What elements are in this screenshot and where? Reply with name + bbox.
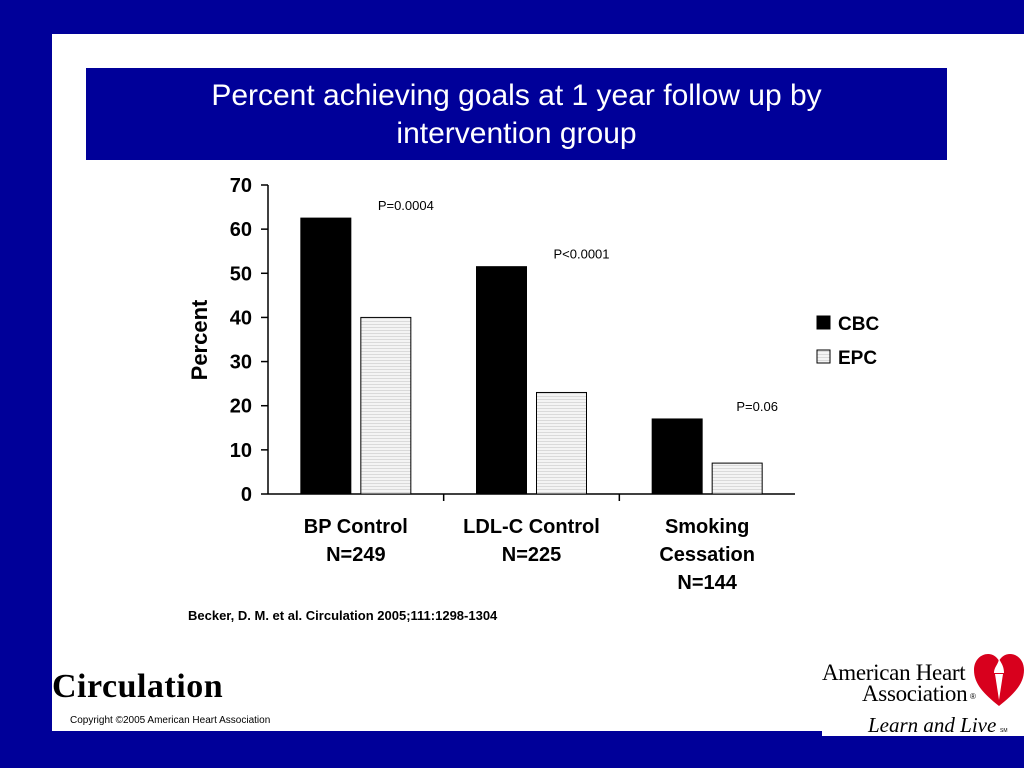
bar-epc — [711, 462, 763, 495]
p-value-annotation: P<0.0001 — [553, 247, 609, 262]
slide-title: Percent achieving goals at 1 year follow… — [86, 68, 947, 160]
heart-torch-icon — [974, 654, 1024, 706]
x-tick-label: N=144 — [677, 572, 737, 594]
aha-service-mark: SM — [1000, 728, 1008, 734]
bar-epc — [536, 391, 587, 495]
p-value-annotation: P=0.0004 — [378, 198, 434, 213]
bar-cbc — [651, 418, 703, 495]
x-tick-label: LDL-C Control — [463, 516, 600, 538]
y-tick-label: 30 — [230, 352, 252, 374]
x-tick-label: BP Control — [304, 516, 408, 538]
legend-label-epc: EPC — [838, 348, 877, 369]
y-tick-label: 60 — [230, 219, 252, 241]
aha-logo: American Heart Association ® Learn and L… — [822, 648, 1024, 737]
aha-tagline: Learn and Live — [868, 713, 997, 737]
x-tick-label: Cessation — [659, 544, 755, 566]
legend-swatch-cbc — [816, 315, 831, 330]
y-tick-label: 10 — [230, 440, 252, 462]
aha-logo-line-2: Association — [862, 681, 968, 706]
y-tick-label: 70 — [230, 175, 252, 197]
slide-title-line-1: Percent achieving goals at 1 year follow… — [211, 79, 822, 112]
journal-logo: Circulation — [52, 668, 224, 705]
y-tick-label: 40 — [230, 307, 252, 329]
x-tick-label: N=225 — [502, 544, 562, 566]
bar-cbc — [300, 217, 352, 495]
bar-epc — [360, 316, 412, 495]
y-axis-label: Percent — [187, 299, 212, 380]
p-value-annotation: P=0.06 — [736, 399, 778, 414]
slide-title-line-2: intervention group — [396, 117, 637, 150]
x-tick-label: N=249 — [326, 544, 386, 566]
y-tick-label: 20 — [230, 396, 252, 418]
aha-registered-mark: ® — [970, 692, 976, 701]
x-tick-label: Smoking — [665, 516, 749, 538]
citation: Becker, D. M. et al. Circulation 2005;11… — [188, 608, 498, 623]
bar-cbc — [476, 266, 527, 495]
copyright-notice: Copyright ©2005 American Heart Associati… — [70, 715, 271, 726]
aha-logo-line-1: American Heart — [822, 660, 966, 685]
y-tick-label: 0 — [241, 484, 252, 506]
y-tick-label: 50 — [230, 263, 252, 285]
legend-label-cbc: CBC — [838, 314, 879, 335]
legend-swatch-epc — [816, 349, 831, 364]
